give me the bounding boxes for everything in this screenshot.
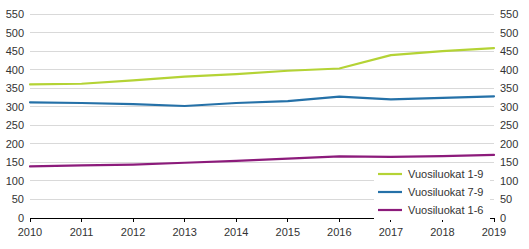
x-tick-label: 2013 [172,226,196,238]
y-tick-label: 450 [6,45,24,57]
y-tick-label: 150 [6,156,24,168]
y2-tick-label: 400 [500,64,518,76]
x-tick-label: 2017 [379,226,403,238]
x-tick-label: 2019 [482,226,506,238]
grid-line [30,69,494,70]
legend-label: Vuosiluokat 1-9 [408,168,483,180]
x-tick-label: 2010 [18,226,42,238]
legend-swatch [378,209,402,211]
y-tick-label: 0 [18,212,24,224]
chart: 0 0 50 50 100 100 150 150 200 200 250 250 300 300 350 3… [0,0,529,249]
y-tick-label: 50 [12,193,24,205]
series-line [30,96,494,106]
legend-box [374,164,490,220]
grid-line [30,14,494,15]
x-tick [236,218,237,222]
y2-tick-label: 350 [500,82,518,94]
y2-tick-label: 100 [500,175,518,187]
y2-tick-label: 450 [500,45,518,57]
y2-tick-label: 150 [500,156,518,168]
legend-label: Vuosiluokat 7-9 [408,186,483,198]
x-tick [30,218,31,222]
series-line [30,48,494,84]
y2-tick-label: 50 [500,193,512,205]
y2-tick-label: 200 [500,138,518,150]
y-tick-label: 400 [6,64,24,76]
x-tick [339,218,340,222]
grid-line [30,106,494,107]
y-tick-label: 200 [6,138,24,150]
x-tick [494,218,495,222]
grid-line [30,88,494,89]
y-tick-label: 500 [6,27,24,39]
y-tick-label: 350 [6,82,24,94]
y2-tick-label: 0 [500,212,506,224]
plot-area [30,48,494,166]
y2-tick-label: 550 [500,8,518,20]
y-tick-label: 250 [6,119,24,131]
x-tick [81,218,82,222]
legend-swatch [378,191,402,193]
x-tick-label: 2015 [276,226,300,238]
x-tick-label: 2014 [224,226,248,238]
legend: Vuosiluokat 1-9 Vuosiluokat 7-9 Vuosiluoka… [374,164,490,220]
x-tick-label: 2016 [327,226,351,238]
x-tick-label: 2011 [70,226,94,238]
x-tick [133,218,134,222]
x-tick [184,218,185,222]
y-tick-label: 100 [6,175,24,187]
grid-line [30,125,494,126]
x-tick-label: 2012 [121,226,145,238]
legend-swatch [378,173,402,175]
y2-tick-label: 300 [500,101,518,113]
x-tick [287,218,288,222]
grid-line [30,32,494,33]
y2-tick-label: 250 [500,119,518,131]
y2-tick-label: 500 [500,27,518,39]
grid-line [30,162,494,163]
legend-label: Vuosiluokat 1-6 [408,204,483,216]
x-tick-label: 2018 [430,226,454,238]
grid-line [30,143,494,144]
y-tick-label: 550 [6,8,24,20]
y-tick-label: 300 [6,101,24,113]
